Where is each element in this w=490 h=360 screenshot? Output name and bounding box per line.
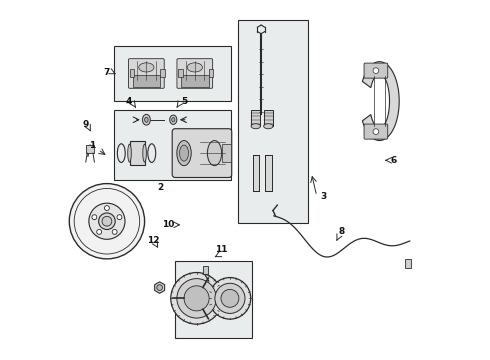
Ellipse shape — [143, 144, 147, 162]
Text: 2: 2 — [158, 183, 164, 192]
Text: 5: 5 — [181, 96, 187, 105]
Ellipse shape — [143, 114, 150, 125]
Circle shape — [184, 286, 209, 311]
Circle shape — [112, 229, 117, 234]
Ellipse shape — [139, 63, 154, 72]
Ellipse shape — [187, 63, 202, 72]
Circle shape — [69, 184, 145, 259]
Circle shape — [97, 229, 101, 234]
Polygon shape — [363, 62, 399, 140]
Bar — [221, 144, 231, 162]
Bar — [181, 75, 209, 87]
Circle shape — [98, 213, 115, 230]
Circle shape — [117, 215, 122, 220]
Text: 7: 7 — [104, 68, 110, 77]
Text: 1: 1 — [90, 141, 96, 150]
Text: 3: 3 — [321, 192, 327, 201]
Circle shape — [209, 278, 251, 319]
Circle shape — [157, 285, 163, 291]
Text: 10: 10 — [162, 220, 174, 229]
Ellipse shape — [207, 140, 221, 166]
Bar — [251, 110, 260, 126]
Ellipse shape — [145, 117, 148, 122]
Bar — [203, 266, 208, 274]
Circle shape — [89, 203, 125, 239]
Polygon shape — [155, 282, 165, 293]
Ellipse shape — [251, 124, 260, 129]
Ellipse shape — [264, 124, 273, 129]
Text: 11: 11 — [216, 246, 228, 255]
Text: 9: 9 — [82, 120, 89, 129]
Circle shape — [92, 215, 97, 220]
Circle shape — [215, 283, 245, 314]
FancyBboxPatch shape — [177, 59, 213, 88]
Bar — [209, 69, 213, 77]
Circle shape — [177, 279, 216, 318]
FancyBboxPatch shape — [364, 63, 388, 78]
Ellipse shape — [172, 118, 175, 122]
Text: 8: 8 — [339, 228, 345, 237]
Bar — [252, 155, 259, 191]
Bar — [264, 110, 273, 126]
Bar — [86, 145, 95, 153]
Bar — [175, 261, 252, 338]
Bar — [265, 155, 271, 191]
FancyBboxPatch shape — [128, 59, 164, 88]
Bar — [405, 259, 411, 268]
Ellipse shape — [177, 140, 191, 166]
Bar — [130, 69, 134, 77]
Bar — [238, 21, 308, 223]
Text: 6: 6 — [391, 156, 397, 165]
Bar — [114, 110, 231, 180]
Circle shape — [373, 129, 379, 134]
Circle shape — [221, 289, 239, 307]
Text: 4: 4 — [125, 96, 132, 105]
Ellipse shape — [170, 115, 177, 125]
Bar — [160, 69, 165, 77]
Circle shape — [171, 273, 222, 324]
Circle shape — [373, 68, 379, 73]
Bar — [133, 75, 160, 87]
Circle shape — [104, 206, 109, 211]
Circle shape — [102, 216, 112, 226]
Ellipse shape — [179, 145, 189, 161]
Bar — [129, 141, 145, 165]
Bar — [178, 69, 183, 77]
Text: 12: 12 — [147, 237, 160, 246]
FancyBboxPatch shape — [172, 129, 232, 177]
Ellipse shape — [128, 144, 131, 162]
FancyBboxPatch shape — [364, 124, 388, 139]
Bar — [114, 45, 231, 101]
